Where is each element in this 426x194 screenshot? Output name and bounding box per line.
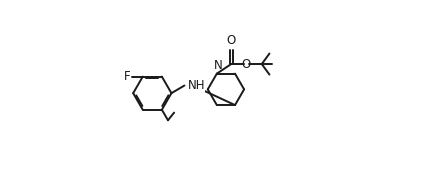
Text: O: O (226, 34, 235, 47)
Text: O: O (240, 58, 250, 71)
Text: N: N (213, 59, 222, 72)
Text: NH: NH (187, 79, 204, 92)
Text: F: F (124, 70, 130, 83)
